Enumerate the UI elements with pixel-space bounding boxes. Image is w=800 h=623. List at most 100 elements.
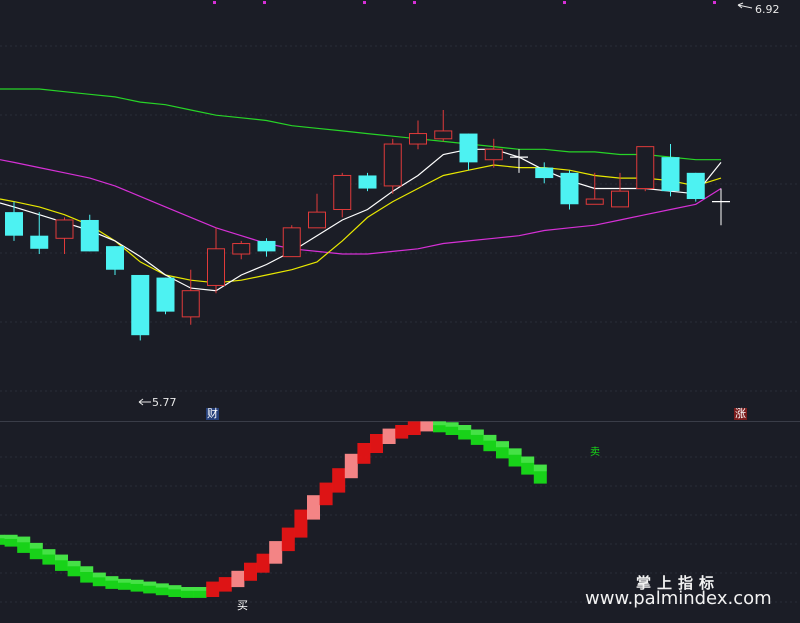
histogram-bar-shine <box>4 534 18 539</box>
histogram-bar <box>256 553 270 573</box>
histogram-bar <box>344 453 358 479</box>
histogram-bar <box>307 495 320 520</box>
histogram-bar <box>382 428 396 444</box>
candle-up <box>611 190 629 208</box>
candle-down <box>560 172 579 205</box>
grid-lines <box>0 45 800 603</box>
candle-down <box>131 274 150 336</box>
histogram-bar-shine <box>92 572 106 578</box>
histogram-bar-shine <box>143 581 157 586</box>
moving-average-lines <box>0 88 722 292</box>
candle-down <box>535 167 554 179</box>
high-value-label: 6.92 <box>755 3 780 16</box>
candle-up <box>636 146 655 190</box>
low-value-label: 5.77 <box>152 396 177 409</box>
histogram-bar <box>269 541 283 564</box>
histogram-bar <box>0 534 5 545</box>
histogram-bar-shine <box>55 554 68 561</box>
candle-up <box>434 130 453 140</box>
cai-marker-badge: 财 <box>206 407 219 420</box>
candle-up <box>282 227 301 258</box>
indicator-histogram <box>0 421 547 598</box>
histogram-bar <box>521 456 535 475</box>
top-dot <box>213 1 216 4</box>
histogram-bar <box>4 534 18 547</box>
ma60-line <box>0 88 721 161</box>
top-dot <box>563 1 566 4</box>
histogram-bar <box>181 587 194 598</box>
candle-up <box>409 133 427 145</box>
histogram-bar <box>168 585 182 597</box>
histogram-bar <box>319 482 333 506</box>
histogram-bar <box>67 560 81 577</box>
histogram-bar <box>395 425 409 439</box>
histogram-bar <box>458 425 472 440</box>
histogram-bar <box>231 570 245 588</box>
low-arrow <box>138 398 151 406</box>
histogram-bar-shine <box>0 534 5 539</box>
candlesticks <box>5 109 730 341</box>
histogram-bar <box>533 464 547 484</box>
histogram-bar-shine <box>521 456 535 463</box>
histogram-bar-shine <box>29 542 43 549</box>
histogram-bar <box>130 579 144 592</box>
histogram-bar <box>332 468 346 493</box>
candle-up <box>308 211 326 229</box>
histogram-bar-shine <box>105 576 119 581</box>
candle-down <box>686 172 705 200</box>
candle-down <box>30 235 49 249</box>
annotation-arrows <box>138 2 753 406</box>
candle-up <box>181 290 200 318</box>
candle-down <box>5 212 23 236</box>
zhang-marker-badge: 涨 <box>734 407 747 420</box>
watermark-url: www.palmindex.com <box>585 588 772 609</box>
histogram-bar-shine <box>496 441 509 448</box>
histogram-bar <box>17 536 31 553</box>
histogram-bar-shine <box>483 434 497 441</box>
candle-up <box>55 219 74 239</box>
histogram-bar <box>118 578 131 590</box>
histogram-bar <box>244 562 257 581</box>
top-marker-dots <box>213 1 716 4</box>
candle-down <box>661 157 680 192</box>
histogram-bar <box>155 583 169 596</box>
histogram-bar-shine <box>508 448 522 455</box>
histogram-bar <box>445 422 459 435</box>
histogram-bar <box>193 587 207 598</box>
histogram-bar-shine <box>17 536 31 543</box>
histogram-bar-shine <box>118 578 131 583</box>
histogram-bar-shine <box>445 422 459 427</box>
histogram-bar <box>420 421 434 432</box>
histogram-bar <box>433 421 446 433</box>
candle-down <box>459 133 478 163</box>
candle-up <box>484 148 503 161</box>
ma5-line <box>0 148 722 292</box>
ma10-line <box>0 164 722 284</box>
buy-marker-badge: 买 <box>237 599 248 612</box>
histogram-bar <box>483 434 497 452</box>
ma20-line <box>0 159 722 255</box>
candle-down <box>358 175 377 189</box>
top-dot <box>713 1 716 4</box>
histogram-bar <box>281 527 295 552</box>
histogram-bar-shine <box>168 585 182 590</box>
histogram-bar-shine <box>80 566 94 573</box>
histogram-bar <box>294 509 308 538</box>
candle-down <box>80 219 99 252</box>
top-dot <box>413 1 416 4</box>
histogram-bar-shine <box>67 560 81 567</box>
histogram-bar-shine <box>130 579 144 584</box>
histogram-bar-shine <box>470 429 484 435</box>
histogram-bar <box>407 421 421 435</box>
histogram-bar-shine <box>42 549 56 555</box>
candle-up <box>232 243 251 255</box>
histogram-bar-shine <box>433 421 446 426</box>
histogram-bar <box>206 581 220 597</box>
histogram-bar-shine <box>181 587 194 591</box>
high-arrow <box>737 2 753 9</box>
candle-up <box>207 248 225 286</box>
watermark-brand: 掌上指标 <box>636 574 721 592</box>
candle-up <box>333 174 352 211</box>
histogram-bar <box>29 542 43 560</box>
